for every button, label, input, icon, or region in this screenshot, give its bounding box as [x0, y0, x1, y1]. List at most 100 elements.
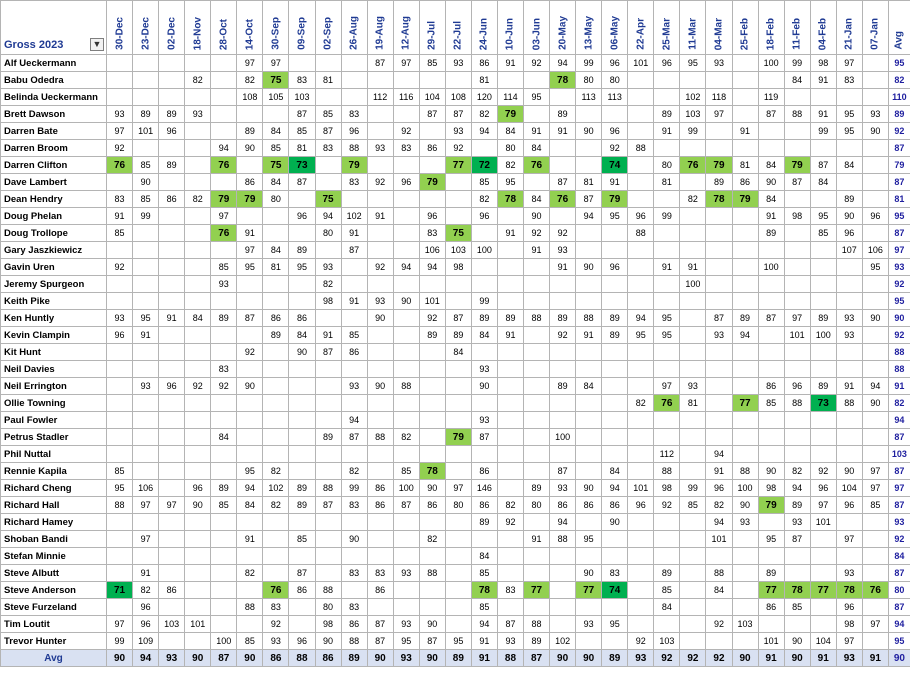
score-cell[interactable]: 80	[444, 496, 472, 514]
score-cell[interactable]	[340, 54, 368, 72]
player-avg-cell[interactable]: 81	[887, 190, 910, 208]
score-cell[interactable]: 88	[522, 615, 551, 633]
score-cell[interactable]	[757, 241, 785, 259]
score-cell[interactable]: 84	[809, 173, 837, 191]
score-cell[interactable]	[392, 309, 420, 327]
score-cell[interactable]	[679, 343, 707, 361]
score-cell[interactable]	[470, 139, 498, 157]
score-cell[interactable]	[757, 445, 785, 463]
score-cell[interactable]: 94	[549, 54, 577, 72]
score-cell[interactable]	[522, 343, 551, 361]
score-cell[interactable]: 85	[470, 598, 498, 616]
score-cell[interactable]	[731, 428, 759, 446]
score-cell[interactable]: 91	[809, 105, 837, 123]
score-cell[interactable]: 87	[366, 615, 394, 633]
score-cell[interactable]	[731, 54, 759, 72]
score-cell[interactable]	[158, 71, 186, 89]
score-cell[interactable]	[679, 241, 707, 259]
score-cell[interactable]	[392, 156, 420, 174]
score-cell[interactable]	[444, 173, 472, 191]
score-cell[interactable]: 105	[262, 88, 290, 106]
score-cell[interactable]: 95	[653, 309, 681, 327]
score-cell[interactable]: 90	[522, 207, 551, 225]
score-cell[interactable]: 92	[210, 377, 238, 395]
footer-avg-cell[interactable]: 90	[549, 649, 577, 667]
score-cell[interactable]: 99	[783, 54, 811, 72]
score-cell[interactable]	[366, 411, 394, 429]
score-cell[interactable]	[418, 71, 446, 89]
score-cell[interactable]	[288, 547, 316, 565]
score-cell[interactable]	[679, 462, 707, 480]
score-cell[interactable]	[158, 54, 186, 72]
score-cell[interactable]	[132, 411, 160, 429]
date-header[interactable]: 12-Aug	[392, 0, 420, 55]
score-cell[interactable]	[105, 564, 134, 582]
score-cell[interactable]	[158, 428, 186, 446]
score-cell[interactable]: 86	[757, 598, 785, 616]
score-cell[interactable]: 88	[627, 139, 655, 157]
score-cell[interactable]	[653, 292, 681, 310]
score-cell[interactable]	[392, 326, 420, 344]
score-cell[interactable]	[496, 530, 525, 548]
date-header[interactable]: 14-Oct	[236, 0, 264, 55]
score-cell[interactable]	[444, 513, 472, 531]
score-cell[interactable]	[210, 462, 238, 480]
score-cell[interactable]: 83	[340, 564, 368, 582]
score-cell[interactable]	[105, 71, 134, 89]
score-cell[interactable]	[601, 632, 629, 650]
player-avg-cell[interactable]: 87	[887, 598, 910, 616]
score-cell[interactable]: 97	[783, 309, 811, 327]
score-cell[interactable]: 76	[210, 156, 238, 174]
score-cell[interactable]: 88	[783, 105, 811, 123]
score-cell[interactable]	[627, 343, 655, 361]
score-cell[interactable]: 97	[236, 54, 264, 72]
score-cell[interactable]: 91	[496, 54, 525, 72]
score-cell[interactable]	[288, 275, 316, 293]
score-cell[interactable]: 82	[470, 105, 498, 123]
score-cell[interactable]: 82	[496, 496, 525, 514]
score-cell[interactable]: 94	[470, 615, 498, 633]
score-cell[interactable]: 85	[757, 394, 785, 412]
score-cell[interactable]	[262, 292, 290, 310]
score-cell[interactable]: 82	[392, 428, 420, 446]
avg-header[interactable]: Avg	[887, 0, 910, 55]
score-cell[interactable]	[105, 275, 134, 293]
date-header[interactable]: 07-Jan	[861, 0, 889, 55]
score-cell[interactable]: 78	[470, 581, 498, 599]
date-header[interactable]: 11-Feb	[783, 0, 811, 55]
score-cell[interactable]: 98	[835, 615, 863, 633]
score-cell[interactable]: 87	[705, 309, 733, 327]
score-cell[interactable]	[392, 445, 420, 463]
date-header[interactable]: 20-May	[549, 0, 577, 55]
player-avg-cell[interactable]: 84	[887, 547, 910, 565]
score-cell[interactable]: 87	[392, 496, 420, 514]
score-cell[interactable]: 100	[210, 632, 238, 650]
score-cell[interactable]	[392, 343, 420, 361]
score-cell[interactable]	[601, 292, 629, 310]
score-cell[interactable]: 89	[601, 309, 629, 327]
score-cell[interactable]: 97	[861, 462, 889, 480]
score-cell[interactable]: 93	[444, 54, 472, 72]
score-cell[interactable]	[575, 292, 603, 310]
score-cell[interactable]: 78	[549, 71, 577, 89]
score-cell[interactable]	[105, 360, 134, 378]
score-cell[interactable]	[835, 547, 863, 565]
score-cell[interactable]	[575, 547, 603, 565]
score-cell[interactable]: 86	[575, 496, 603, 514]
score-cell[interactable]: 88	[314, 581, 342, 599]
score-cell[interactable]	[861, 190, 889, 208]
score-cell[interactable]: 95	[601, 207, 629, 225]
score-cell[interactable]	[496, 275, 525, 293]
score-cell[interactable]: 83	[366, 564, 394, 582]
score-cell[interactable]	[236, 547, 264, 565]
score-cell[interactable]	[262, 343, 290, 361]
score-cell[interactable]	[184, 224, 212, 242]
score-cell[interactable]: 76	[549, 190, 577, 208]
score-cell[interactable]	[627, 71, 655, 89]
score-cell[interactable]: 94	[210, 139, 238, 157]
score-cell[interactable]	[809, 190, 837, 208]
score-cell[interactable]	[314, 411, 342, 429]
score-cell[interactable]: 83	[262, 598, 290, 616]
score-cell[interactable]: 101	[184, 615, 212, 633]
score-cell[interactable]: 97	[132, 496, 160, 514]
